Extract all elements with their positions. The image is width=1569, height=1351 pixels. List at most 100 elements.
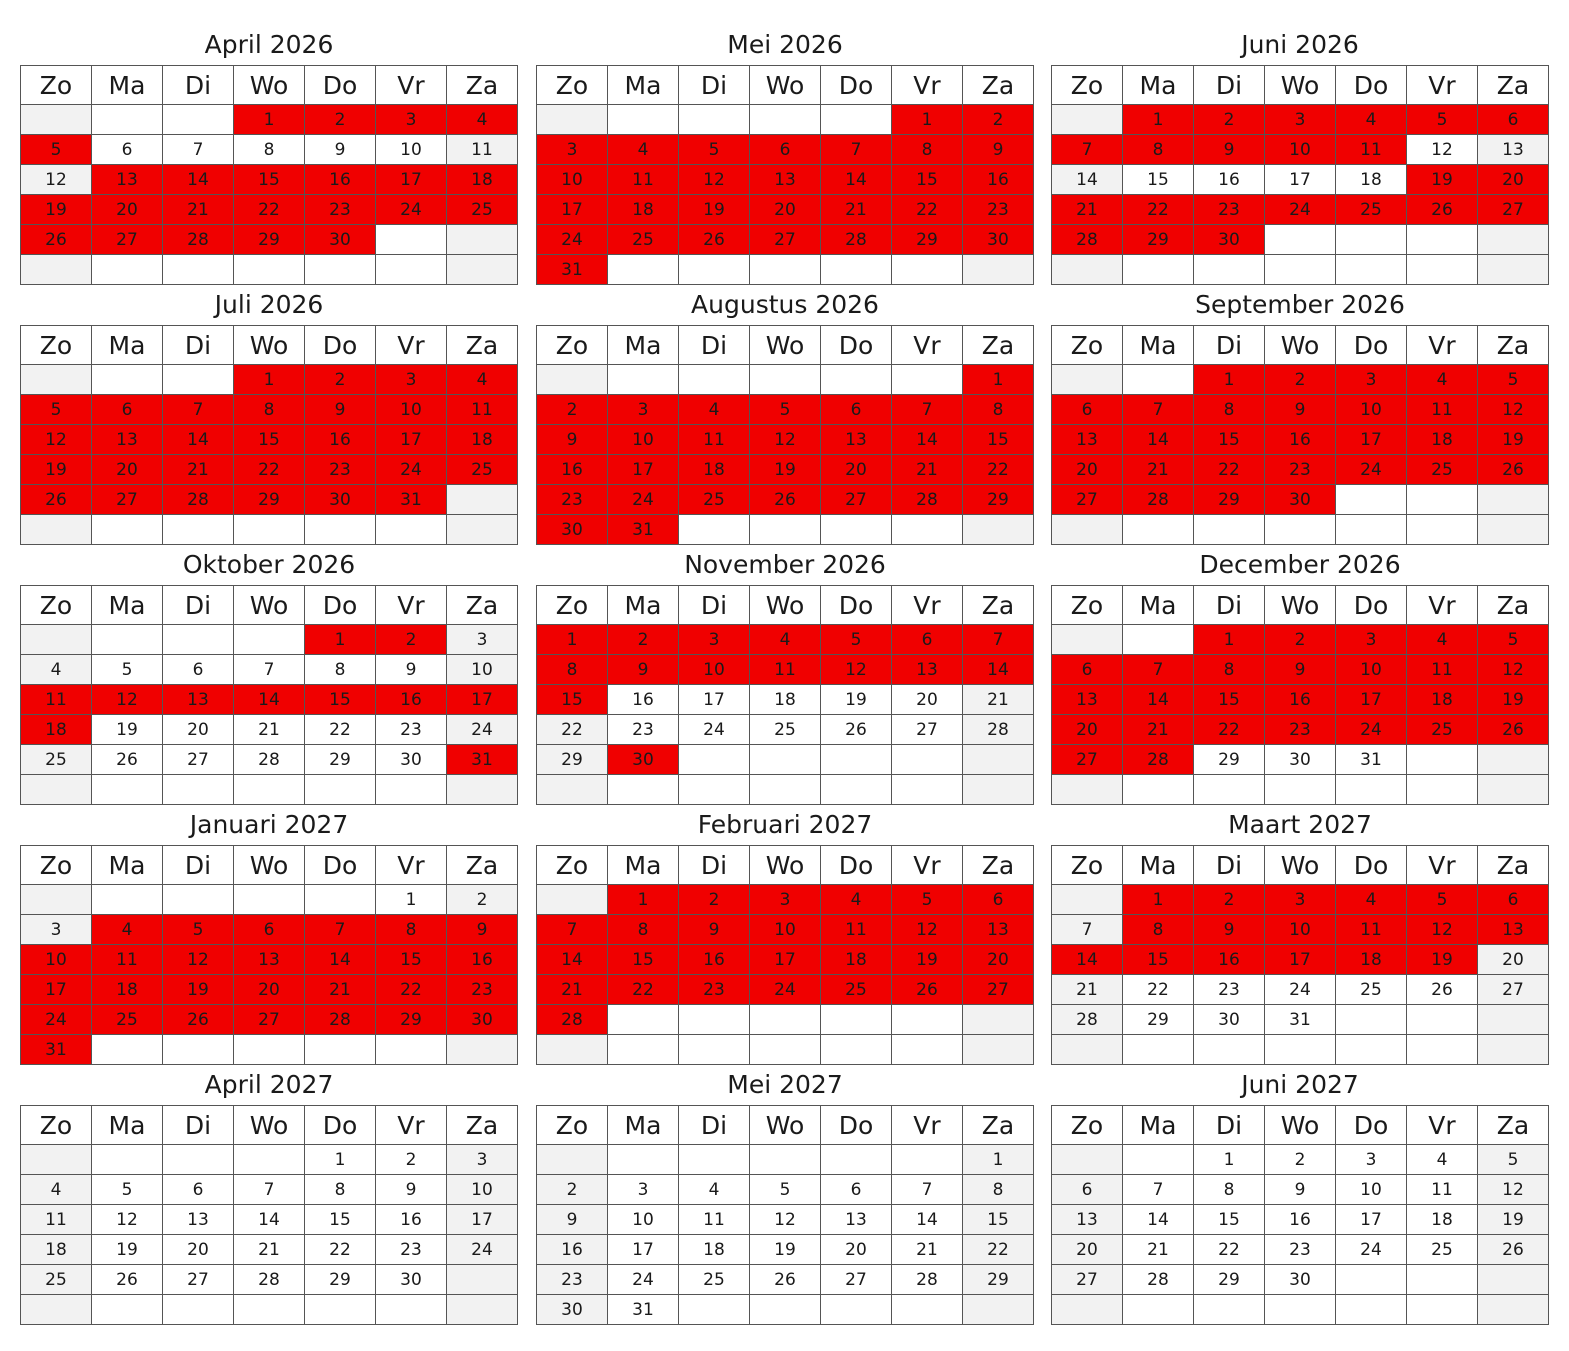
weekday-header: Wo bbox=[233, 1105, 305, 1145]
day-cell: 14 bbox=[162, 424, 234, 455]
day-cell: 21 bbox=[962, 684, 1034, 715]
weekday-header: Za bbox=[446, 1105, 518, 1145]
weekday-header-row: Zo Ma Di Wo Do Vr Za bbox=[1051, 65, 1549, 105]
day-cell: 2 bbox=[1264, 364, 1336, 395]
day-cell: 26 bbox=[91, 1264, 163, 1295]
day-cell: 1 bbox=[233, 364, 305, 395]
day-cell: 15 bbox=[1193, 684, 1265, 715]
weekday-header-row: Zo Ma Di Wo Do Vr Za bbox=[1051, 325, 1549, 365]
day-cell: 6 bbox=[162, 654, 234, 685]
day-cell: 24 bbox=[1264, 974, 1336, 1005]
week-row bbox=[20, 254, 518, 285]
month-table: Zo Ma Di Wo Do Vr Za 1 2 3 4 5 6 7 8 9 10 11 12 13 14 15 16 17 1… bbox=[20, 325, 518, 545]
empty-cell bbox=[1051, 104, 1123, 135]
empty-cell bbox=[1335, 254, 1407, 285]
day-cell: 15 bbox=[1122, 164, 1194, 195]
day-cell: 14 bbox=[1051, 944, 1123, 975]
day-cell: 31 bbox=[607, 1294, 679, 1325]
day-cell: 7 bbox=[1122, 654, 1194, 685]
day-cell: 29 bbox=[1193, 744, 1265, 775]
day-cell: 29 bbox=[891, 224, 963, 255]
empty-cell bbox=[1335, 514, 1407, 545]
day-cell: 4 bbox=[820, 884, 892, 915]
day-cell: 29 bbox=[536, 744, 608, 775]
day-cell: 1 bbox=[1193, 1144, 1265, 1175]
day-cell: 7 bbox=[233, 654, 305, 685]
day-cell: 22 bbox=[536, 714, 608, 745]
day-cell: 14 bbox=[1122, 684, 1194, 715]
weekday-header: Ma bbox=[1122, 325, 1194, 365]
day-cell: 28 bbox=[820, 224, 892, 255]
weekday-header-row: Zo Ma Di Wo Do Vr Za bbox=[1051, 1105, 1549, 1145]
empty-cell bbox=[1193, 1034, 1265, 1065]
day-cell: 10 bbox=[375, 394, 447, 425]
week-row: 14 15 16 17 18 19 20 bbox=[1051, 164, 1549, 195]
day-cell: 10 bbox=[607, 1204, 679, 1235]
day-cell: 7 bbox=[162, 134, 234, 165]
day-cell: 15 bbox=[962, 424, 1034, 455]
day-cell: 21 bbox=[233, 714, 305, 745]
empty-cell bbox=[1477, 254, 1549, 285]
week-row: 16 17 18 19 20 21 22 bbox=[536, 1234, 1034, 1265]
empty-cell bbox=[962, 1294, 1034, 1325]
weekday-header: Vr bbox=[891, 585, 963, 625]
day-cell: 12 bbox=[749, 1204, 821, 1235]
week-row: 7 8 9 10 11 12 13 bbox=[1051, 914, 1549, 945]
empty-cell bbox=[962, 774, 1034, 805]
day-cell: 9 bbox=[1193, 914, 1265, 945]
day-cell: 18 bbox=[20, 714, 92, 745]
weekday-header: Do bbox=[1335, 1105, 1407, 1145]
week-row: 21 22 23 24 25 26 27 bbox=[1051, 974, 1549, 1005]
empty-cell bbox=[536, 1034, 608, 1065]
day-cell: 20 bbox=[962, 944, 1034, 975]
week-row: 26 27 28 29 30 31 bbox=[20, 484, 518, 515]
weekday-header: Wo bbox=[1264, 1105, 1336, 1145]
day-cell: 24 bbox=[678, 714, 750, 745]
day-cell: 22 bbox=[962, 1234, 1034, 1265]
weekday-header: Do bbox=[820, 65, 892, 105]
empty-cell bbox=[91, 1034, 163, 1065]
empty-cell bbox=[162, 364, 234, 395]
day-cell: 28 bbox=[1122, 1264, 1194, 1295]
day-cell: 29 bbox=[1122, 224, 1194, 255]
day-cell: 9 bbox=[446, 914, 518, 945]
day-cell: 14 bbox=[304, 944, 376, 975]
day-cell: 21 bbox=[891, 454, 963, 485]
month-table: Zo Ma Di Wo Do Vr Za 1 2 3 4 5 6 7 8 9 10 11 12 13 14 15 16 17 1… bbox=[20, 585, 518, 805]
empty-cell bbox=[1193, 774, 1265, 805]
weekday-header: Di bbox=[678, 65, 750, 105]
day-cell: 23 bbox=[1264, 1234, 1336, 1265]
day-cell: 6 bbox=[962, 884, 1034, 915]
weekday-header: Do bbox=[304, 325, 376, 365]
day-cell: 10 bbox=[1335, 654, 1407, 685]
day-cell: 20 bbox=[749, 194, 821, 225]
day-cell: 28 bbox=[1051, 1004, 1123, 1035]
day-cell: 13 bbox=[1477, 134, 1549, 165]
day-cell: 24 bbox=[446, 1234, 518, 1265]
empty-cell bbox=[607, 774, 679, 805]
weekday-header: Di bbox=[1193, 1105, 1265, 1145]
empty-cell bbox=[749, 744, 821, 775]
empty-cell bbox=[233, 884, 305, 915]
weekday-header: Ma bbox=[1122, 845, 1194, 885]
week-row: 19 20 21 22 23 24 25 bbox=[20, 454, 518, 485]
week-row: 23 24 25 26 27 28 29 bbox=[536, 484, 1034, 515]
empty-cell bbox=[678, 774, 750, 805]
day-cell: 29 bbox=[1193, 484, 1265, 515]
day-cell: 19 bbox=[1406, 164, 1478, 195]
week-row: 27 28 29 30 31 bbox=[1051, 744, 1549, 775]
week-row: 21 22 23 24 25 26 27 bbox=[536, 974, 1034, 1005]
day-cell: 7 bbox=[536, 914, 608, 945]
empty-cell bbox=[162, 1144, 234, 1175]
weekday-header: Ma bbox=[607, 585, 679, 625]
empty-cell bbox=[233, 1034, 305, 1065]
day-cell: 2 bbox=[375, 1144, 447, 1175]
day-cell: 13 bbox=[749, 164, 821, 195]
day-cell: 6 bbox=[91, 394, 163, 425]
day-cell: 10 bbox=[607, 424, 679, 455]
week-row: 19 20 21 22 23 24 25 bbox=[20, 194, 518, 225]
day-cell: 16 bbox=[304, 424, 376, 455]
empty-cell bbox=[607, 1144, 679, 1175]
day-cell: 22 bbox=[1122, 974, 1194, 1005]
day-cell: 26 bbox=[749, 1264, 821, 1295]
